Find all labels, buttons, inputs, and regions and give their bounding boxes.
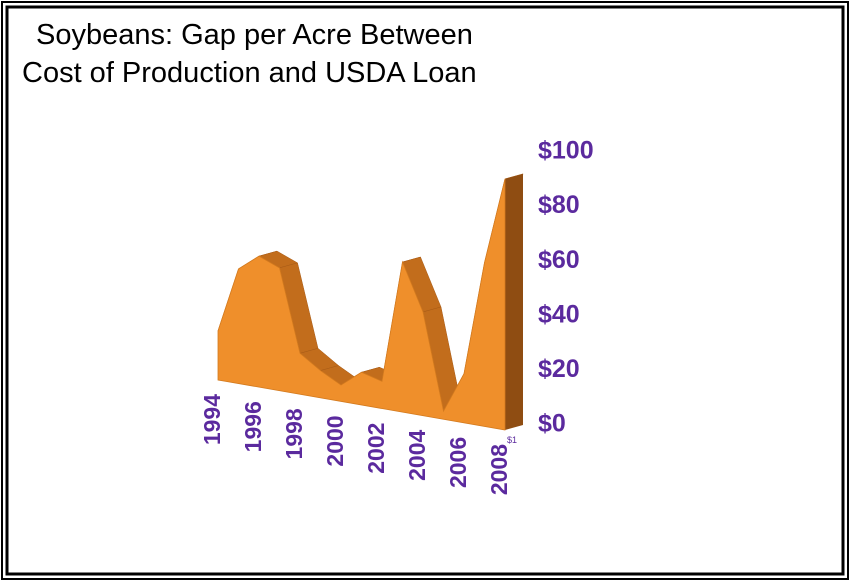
x-tick-label: 1994: [199, 394, 225, 445]
y-tick-label: $80: [538, 191, 580, 219]
x-tick-label: 1996: [240, 401, 266, 452]
x-tick-label: 2004: [404, 430, 430, 481]
inner-frame: [5, 5, 845, 576]
y-tick-label: $40: [538, 300, 580, 328]
y-tick-label: $60: [538, 246, 580, 274]
y-tick-label: $0: [538, 410, 566, 438]
chart-title: Cost of Production and USDA Loan: [22, 57, 477, 89]
area-side-face: [505, 173, 523, 430]
y-tick-label: $100: [538, 137, 594, 165]
chart-title: Soybeans: Gap per Acre Between: [36, 19, 473, 51]
x-tick-label: 1998: [281, 408, 307, 459]
x-tick-label: 2000: [322, 415, 348, 466]
y-tick-label: $20: [538, 355, 580, 383]
x-tick-label: 2008: [486, 444, 512, 495]
x-tick-label: 2006: [445, 437, 471, 488]
area: [217, 178, 506, 431]
x-tick-label: 2002: [363, 423, 389, 474]
annotation: $1: [507, 435, 517, 445]
